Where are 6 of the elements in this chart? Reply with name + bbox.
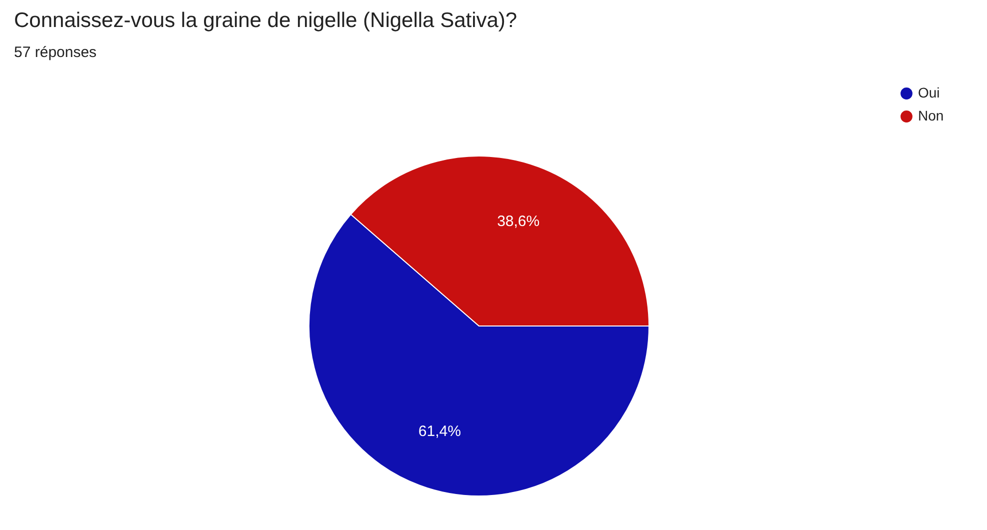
data-label: 61,4% <box>418 423 461 440</box>
legend-label: Oui <box>918 84 940 100</box>
text: 57 réponses <box>14 44 97 61</box>
legend-label: Non <box>918 108 944 124</box>
chart-title: Connaissez-vous la graine de nigelle (Nigella Sativa)? <box>14 9 518 32</box>
data-label: 38,6% <box>497 212 540 230</box>
